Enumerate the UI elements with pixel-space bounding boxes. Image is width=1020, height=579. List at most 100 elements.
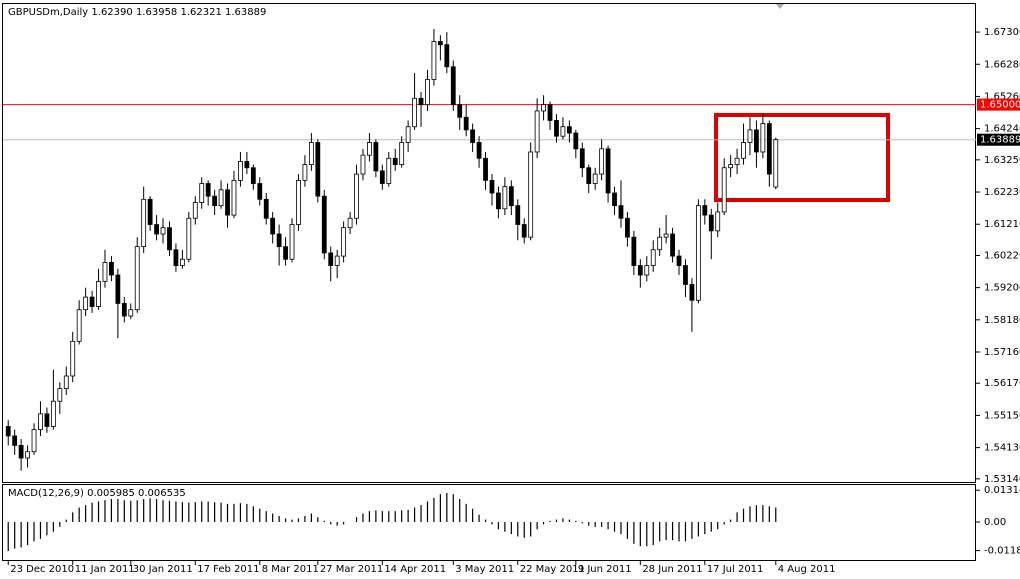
candle-body [12, 435, 18, 446]
candle-body [173, 249, 179, 266]
candle-body [18, 445, 24, 459]
level-label: 1.65000 [980, 100, 1020, 111]
candle-body [734, 157, 740, 165]
candle-body [354, 173, 359, 219]
candle-body [276, 233, 282, 248]
candle-body [605, 148, 611, 194]
candle-body [179, 258, 185, 266]
candle-body [63, 375, 69, 390]
x-tick-label: 17 Jul 2011 [707, 564, 764, 575]
candle-body [676, 255, 682, 266]
candle-body [231, 179, 237, 216]
candle-body [225, 189, 230, 216]
y-tick-label: 1.67300 [984, 27, 1020, 38]
candle-body [44, 413, 50, 427]
candle-body [212, 195, 218, 207]
candle-body [695, 205, 701, 301]
candle-body [670, 233, 675, 257]
candle-body [773, 139, 779, 188]
candle-body [308, 142, 314, 165]
candle-body [534, 110, 540, 153]
candle-body [250, 167, 256, 184]
level-label-bg [977, 98, 1020, 111]
y-tick-label: 1.53140 [984, 474, 1020, 485]
candle-body [83, 296, 89, 311]
candle-body [38, 413, 43, 431]
candle-body [263, 198, 269, 219]
candle-body [470, 129, 476, 143]
candle-body [579, 148, 585, 169]
y-tick-label: 1.59200 [984, 283, 1020, 294]
candle-body [102, 262, 108, 282]
macd-label: MACD(12,26,9) 0.005985 0.006535 [8, 488, 186, 499]
candle-body [57, 388, 63, 402]
candle-body [631, 236, 637, 266]
candle-body [728, 164, 734, 169]
candle-body [121, 303, 127, 317]
y-tick-label: 1.55150 [984, 410, 1020, 421]
candle-body [444, 44, 450, 68]
candle-body [89, 296, 95, 307]
candle-body [463, 116, 469, 131]
candle-body [334, 255, 340, 266]
highlight-box [714, 113, 890, 202]
x-tick-label: 22 May 2011 [520, 564, 585, 575]
candle-body [302, 164, 308, 181]
shift-marker [776, 4, 784, 9]
y-tick-label: 1.57160 [984, 347, 1020, 358]
macd-panel [2, 484, 976, 561]
candle-body [476, 142, 482, 159]
candle-body [405, 126, 411, 143]
candle-body [321, 195, 327, 254]
macd-tick-label: -0.011822 [984, 546, 1020, 557]
y-tick-label: 1.62230 [984, 187, 1020, 198]
candle-body [708, 214, 714, 232]
candle-body [618, 205, 624, 219]
candle-body [244, 161, 250, 169]
candle-body [554, 120, 559, 137]
candle-body [663, 233, 669, 238]
candle-body [154, 224, 159, 235]
x-tick-label: 3 May 2011 [455, 564, 514, 575]
candle-body [483, 157, 488, 181]
candle-body [457, 104, 463, 118]
candle-body [566, 126, 572, 134]
candle-body [586, 167, 592, 184]
candle-body [186, 217, 192, 260]
candle-body [141, 198, 147, 248]
candle-body [128, 309, 134, 317]
x-tick-label: 14 Apr 2011 [384, 564, 446, 575]
y-tick-label: 1.63250 [984, 155, 1020, 166]
candle-body [747, 129, 753, 143]
x-tick-label: 9 Jun 2011 [578, 564, 632, 575]
candle-body [238, 161, 243, 181]
candle-body [573, 132, 579, 150]
candle-body [721, 167, 727, 213]
candle-body [715, 211, 721, 232]
x-tick-label: 30 Jan 2011 [133, 564, 193, 575]
candle-body [218, 189, 224, 207]
candle-body [592, 173, 598, 184]
price-panel [2, 3, 976, 483]
candle-body [5, 426, 11, 437]
candle-body [96, 280, 101, 307]
candle-body [296, 179, 301, 225]
x-tick-label: 28 Jun 2011 [642, 564, 702, 575]
candle-body [541, 104, 546, 112]
candle-body [650, 249, 656, 266]
candle-body [257, 183, 263, 200]
macd-tick-label: 0.013143 [984, 485, 1020, 496]
candle-body [347, 217, 353, 229]
candle-body [437, 41, 443, 46]
candle-body [431, 41, 437, 80]
x-tick-label: 27 Mar 2011 [320, 564, 383, 575]
candle-body [625, 217, 630, 238]
candle-body [205, 183, 211, 197]
candle-body [425, 79, 430, 106]
candle-body [76, 309, 82, 342]
candle-body [489, 179, 495, 194]
candle-body [167, 227, 172, 251]
candle-body [115, 274, 121, 304]
bid-label-bg [977, 133, 1020, 146]
